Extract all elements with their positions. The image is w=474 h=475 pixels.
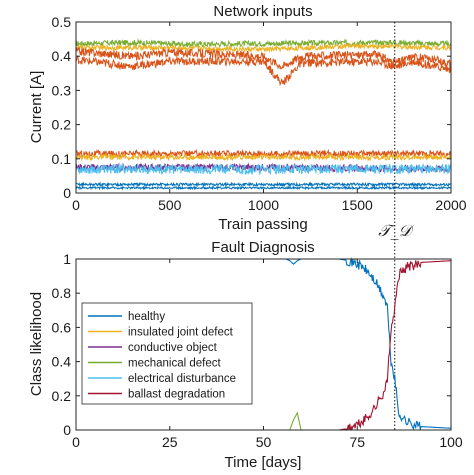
y-tick-label: 0.6 <box>52 319 72 335</box>
top-series-group <box>75 38 452 191</box>
bottom-x-ticks: 0 25 50 75 100 <box>72 259 463 450</box>
top-y-ticks: 0 0.1 0.2 0.3 0.4 0.5 <box>52 14 451 201</box>
y-tick-label: 0.1 <box>52 151 72 167</box>
y-tick-label: 1 <box>63 251 71 267</box>
series-line <box>75 38 452 49</box>
event-marker-label: 𝒯_𝒟 <box>378 221 414 240</box>
x-tick-label: 0 <box>72 197 80 213</box>
legend-label: healthy <box>128 311 165 323</box>
series-line <box>75 42 452 54</box>
legend-label: ballast degradation <box>128 389 225 401</box>
y-tick-label: 0.3 <box>52 82 72 98</box>
y-tick-label: 0.2 <box>52 117 72 133</box>
series-line <box>75 185 452 191</box>
legend-label: conductive object <box>128 342 218 354</box>
bottom-x-axis-label: Time [days] <box>225 454 302 471</box>
x-tick-label: 1500 <box>342 197 373 213</box>
x-tick-label: 1000 <box>248 197 279 213</box>
legend: healthy insulated joint defect conductive … <box>81 302 253 405</box>
legend-items: healthy insulated joint defect conductive … <box>88 311 236 401</box>
legend-label: mechanical defect <box>128 358 221 370</box>
chart-title-fault-diagnosis: Fault Diagnosis <box>211 239 314 256</box>
x-tick-label: 2000 <box>435 197 466 213</box>
series-line <box>75 181 452 188</box>
y-tick-label: 0.2 <box>52 388 72 404</box>
x-tick-label: 0 <box>72 434 80 450</box>
chart-title-network-inputs: Network inputs <box>213 3 312 20</box>
y-tick-label: 0.4 <box>52 354 72 370</box>
legend-label: electrical disturbance <box>128 373 236 385</box>
chart-fault-diagnosis: Fault Diagnosis 0 25 50 75 100 0 0.2 0.4 0.6 0.8… <box>28 239 463 471</box>
x-tick-label: 50 <box>256 434 272 450</box>
y-tick-label: 0.5 <box>52 14 72 30</box>
series-line <box>75 152 452 162</box>
y-tick-label: 0.4 <box>52 48 72 64</box>
legend-label: insulated joint defect <box>128 327 234 339</box>
x-tick-label: 500 <box>158 197 182 213</box>
top-x-ticks: 0 500 1000 1500 2000 <box>72 22 467 213</box>
y-tick-label: 0 <box>63 185 71 201</box>
y-tick-label: 0 <box>63 422 71 438</box>
bottom-y-axis-label: Class likelihood <box>28 292 45 396</box>
bottom-y-ticks: 0 0.2 0.4 0.6 0.8 1 <box>52 251 451 438</box>
top-y-axis-label: Current [A] <box>28 71 45 144</box>
x-tick-label: 25 <box>162 434 178 450</box>
series-line <box>75 55 452 87</box>
x-tick-label: 75 <box>349 434 365 450</box>
top-x-axis-label: Train passing <box>218 216 308 233</box>
series-line <box>76 162 452 176</box>
legend-box <box>81 302 253 405</box>
x-tick-label: 100 <box>439 434 463 450</box>
chart-network-inputs: Network inputs 0 500 1000 1500 2000 00.10.20… <box>28 3 467 233</box>
y-tick-label: 0.8 <box>52 285 72 301</box>
